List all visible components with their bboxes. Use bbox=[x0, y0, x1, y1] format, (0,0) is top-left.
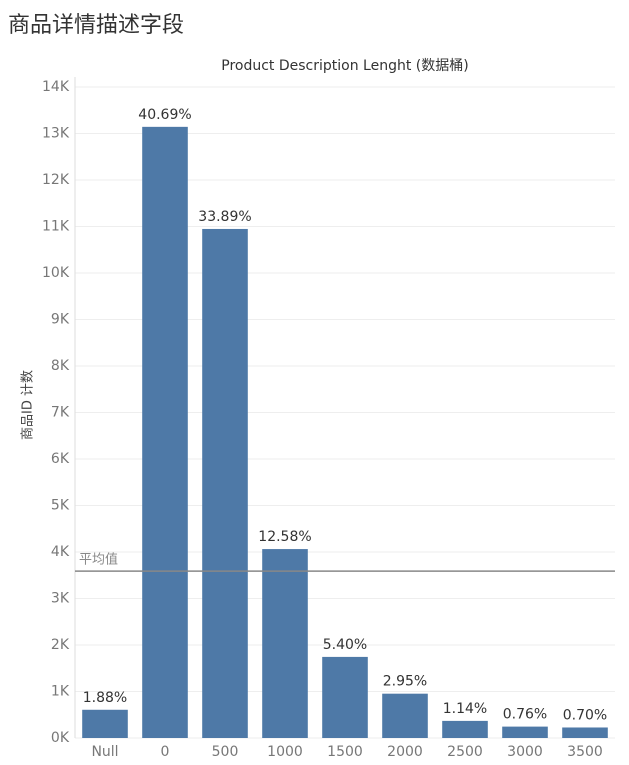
x-tick-label: 2000 bbox=[387, 744, 423, 760]
data-label: 1.88% bbox=[83, 690, 127, 706]
x-tick-label: 1000 bbox=[267, 744, 303, 760]
y-tick-label: 10K bbox=[42, 265, 70, 281]
bar bbox=[382, 693, 428, 738]
y-tick-label: 9K bbox=[51, 312, 70, 328]
bar bbox=[202, 228, 248, 739]
x-tick-label: 3000 bbox=[507, 744, 543, 760]
y-tick-label: 11K bbox=[42, 219, 70, 235]
y-tick-label: 13K bbox=[42, 126, 70, 142]
x-tick-label: 1500 bbox=[327, 744, 363, 760]
data-label: 5.40% bbox=[323, 637, 367, 653]
bar bbox=[142, 126, 188, 738]
chart-title: Product Description Lenght (数据桶) bbox=[221, 58, 468, 74]
y-tick-label: 1K bbox=[51, 684, 70, 700]
reference-line-label: 平均值 bbox=[79, 552, 118, 568]
x-tick-label: Null bbox=[91, 744, 118, 760]
y-tick-label: 8K bbox=[51, 358, 70, 374]
y-tick-label: 6K bbox=[51, 451, 70, 467]
data-label: 1.14% bbox=[443, 701, 487, 717]
bar bbox=[502, 726, 548, 738]
y-tick-label: 2K bbox=[51, 637, 70, 653]
page-title: 商品详情描述字段 bbox=[8, 13, 184, 38]
y-tick-label: 14K bbox=[42, 79, 70, 95]
data-label: 40.69% bbox=[138, 107, 191, 123]
y-tick-label: 4K bbox=[51, 544, 70, 560]
y-tick-label: 5K bbox=[51, 498, 70, 514]
y-tick-label: 12K bbox=[42, 172, 70, 188]
y-axis-label: 商品ID 计数 bbox=[21, 370, 36, 440]
bar bbox=[262, 549, 308, 738]
data-label: 0.70% bbox=[563, 707, 607, 723]
y-tick-label: 3K bbox=[51, 591, 70, 607]
data-label: 0.76% bbox=[503, 707, 547, 723]
bar bbox=[322, 656, 368, 738]
bar bbox=[442, 720, 488, 738]
data-label: 33.89% bbox=[198, 209, 251, 225]
bar bbox=[562, 727, 608, 738]
y-tick-label: 7K bbox=[51, 405, 70, 421]
data-label: 12.58% bbox=[258, 529, 311, 545]
x-tick-label: 0 bbox=[161, 744, 170, 760]
y-tick-label: 0K bbox=[51, 730, 70, 746]
x-tick-label: 500 bbox=[212, 744, 239, 760]
data-label: 2.95% bbox=[383, 674, 427, 690]
x-tick-label: 2500 bbox=[447, 744, 483, 760]
bar bbox=[82, 709, 128, 738]
x-tick-label: 3500 bbox=[567, 744, 603, 760]
